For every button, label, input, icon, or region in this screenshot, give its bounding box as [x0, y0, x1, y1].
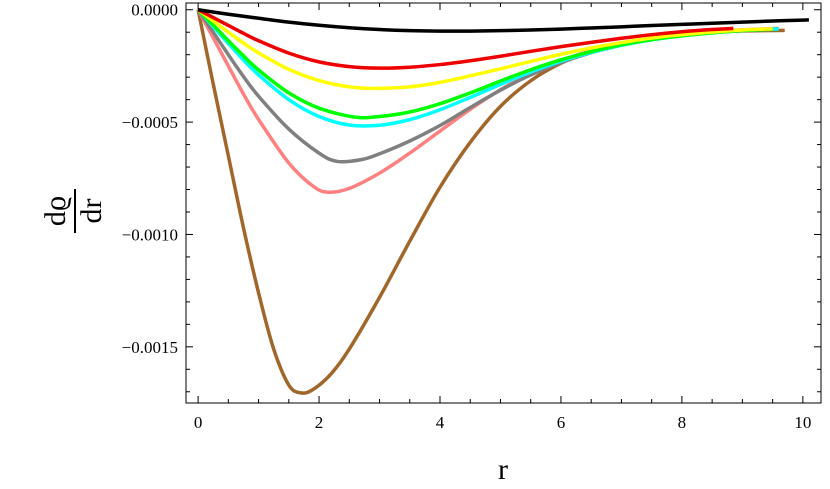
y-tick-label: 0.0000	[131, 1, 178, 20]
plot-frame	[185, 2, 822, 404]
series-line-1	[197, 8, 809, 33]
series-line-4	[196, 8, 773, 120]
x-tick-label: 6	[557, 413, 566, 432]
y-axis-title: dϱ dr	[39, 189, 108, 233]
x-tick-label: 8	[678, 413, 687, 432]
x-tick-label: 2	[315, 413, 324, 432]
y-tick-label: −0.0015	[122, 338, 178, 357]
ticks	[186, 3, 821, 403]
series-layer	[196, 8, 809, 395]
y-axis-title-denominator: dr	[75, 199, 108, 224]
series-line-2	[197, 8, 734, 70]
y-tick-label: −0.0005	[122, 113, 178, 132]
x-tick-label: 4	[436, 413, 445, 432]
series-line-3	[197, 8, 773, 91]
x-axis-title: r	[498, 453, 508, 486]
x-tick-label: 0	[194, 413, 203, 432]
x-tick-label: 10	[794, 413, 811, 432]
tick-labels: 0 2 4 6 8 10 0.0000 −0.0005 −0.0010 −0.0015	[122, 1, 812, 432]
y-tick-label: −0.0010	[122, 225, 178, 244]
series-line-7	[196, 8, 779, 195]
y-axis-title-numerator: dϱ	[39, 196, 72, 226]
